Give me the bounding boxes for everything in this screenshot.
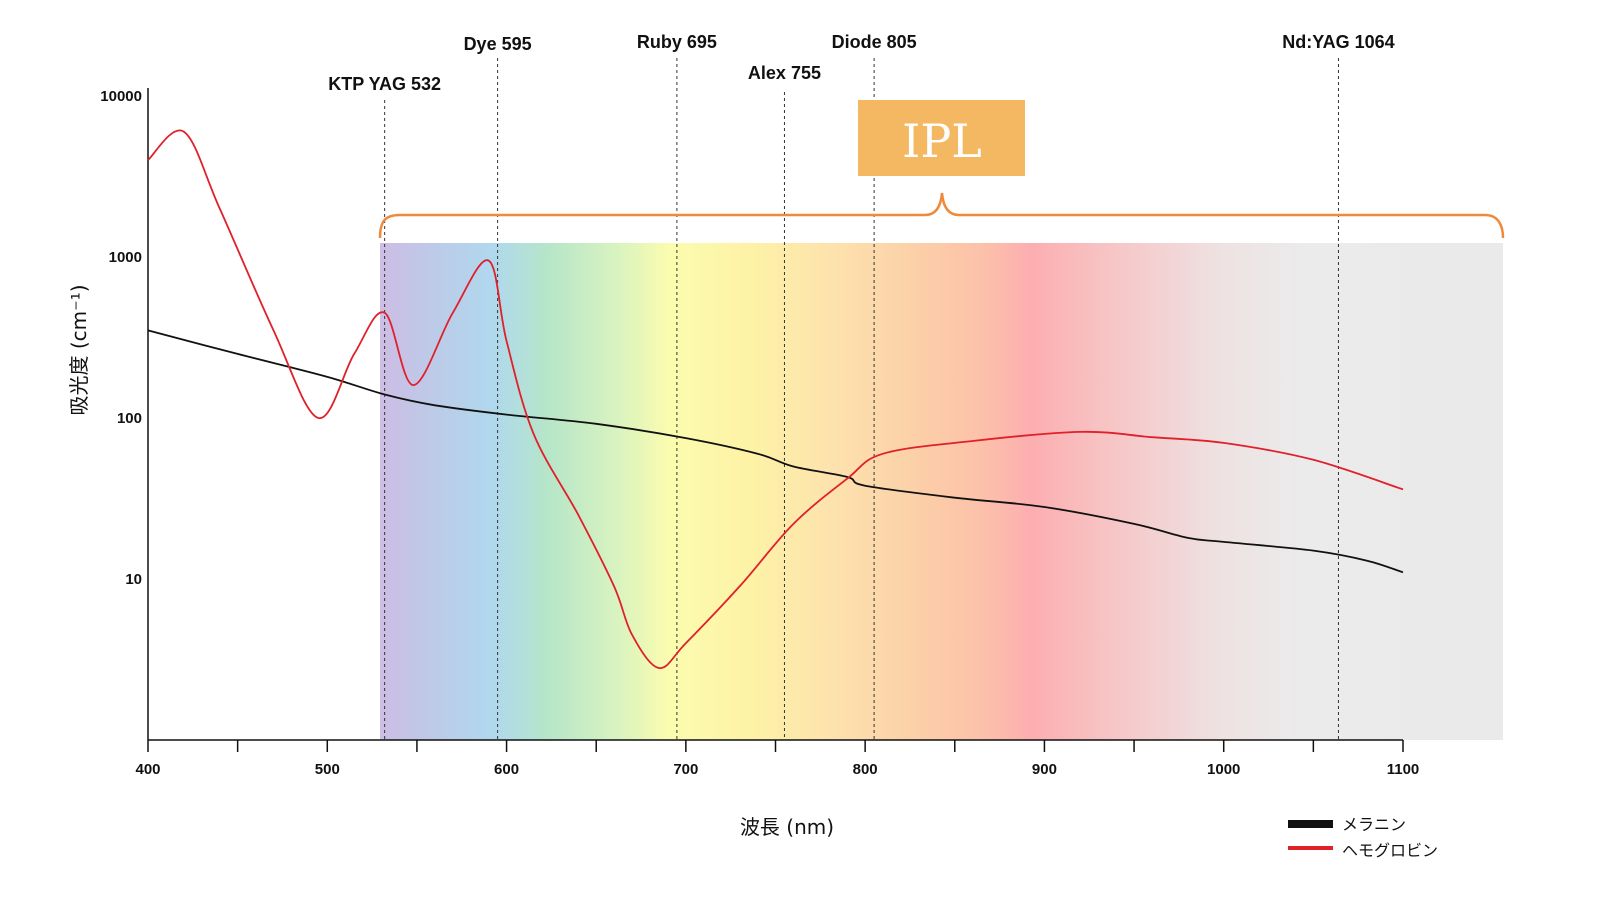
ipl-spectrum-band: [380, 243, 1503, 740]
x-tick-label: 400: [135, 761, 160, 778]
y-tick-label: 10: [125, 571, 142, 588]
y-ticks: 10000 1000 100 10: [100, 88, 142, 588]
ipl-label: IPL: [902, 114, 982, 168]
legend-swatch-hemoglobin: [1288, 846, 1333, 850]
x-tick-label: 500: [315, 761, 340, 778]
legend-label-melanin: メラニン: [1342, 815, 1406, 834]
melanin-series-line: [147, 329, 1404, 574]
x-axis-title: 波長 (nm): [740, 815, 834, 839]
laser-label: Ruby 695: [637, 32, 717, 52]
x-tick-label: 1000: [1207, 761, 1240, 778]
ipl-brace: [378, 192, 1505, 239]
y-axis-title: 吸光度 (cm⁻¹): [67, 284, 91, 415]
x-tick-label: 1100: [1387, 761, 1420, 778]
legend-label-hemoglobin: ヘモグロビン: [1342, 841, 1438, 860]
y-tick-label: 10000: [100, 88, 142, 105]
y-tick-label: 1000: [109, 249, 142, 266]
ipl-label-box: [858, 100, 1025, 176]
laser-label: Nd:YAG 1064: [1282, 32, 1394, 52]
x-ticks: 400 500 600 700 800 900 1000 1100: [135, 740, 1419, 778]
x-tick-label: 900: [1032, 761, 1057, 778]
x-tick-label: 600: [494, 761, 519, 778]
laser-label: Dye 595: [464, 34, 532, 54]
x-tick-label: 800: [853, 761, 878, 778]
legend-swatch-melanin: [1288, 820, 1333, 828]
y-tick-label: 100: [117, 410, 142, 427]
x-tick-label: 700: [673, 761, 698, 778]
laser-label: Alex 755: [748, 63, 821, 83]
laser-label: Diode 805: [832, 32, 917, 52]
laser-label: KTP YAG 532: [328, 74, 441, 94]
laser-lines: [384, 58, 1339, 740]
legend: メラニン ヘモグロビン: [1288, 815, 1438, 860]
hemoglobin-series-line: [147, 129, 1404, 669]
laser-labels: KTP YAG 532 Dye 595 Ruby 695 Alex 755 Diode …: [328, 32, 1394, 94]
